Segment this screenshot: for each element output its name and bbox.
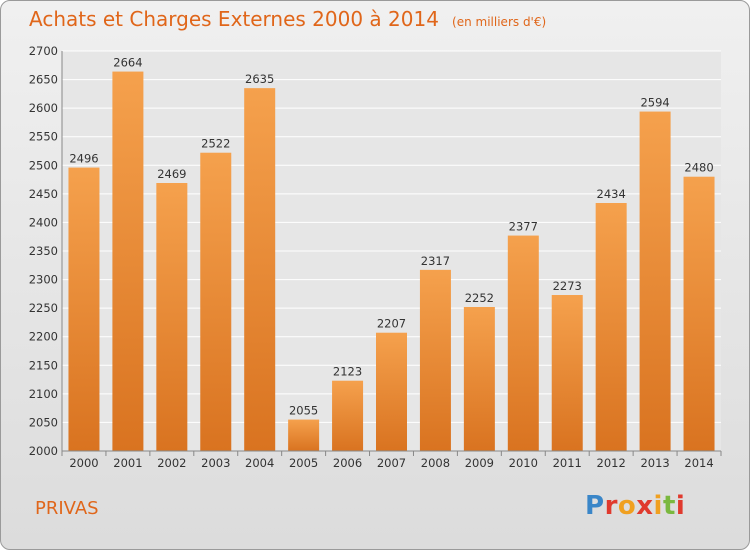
data-label: 2469 xyxy=(157,167,186,181)
y-tick-label: 2150 xyxy=(29,358,58,372)
x-tick-label: 2010 xyxy=(509,456,538,470)
y-tick-label: 2200 xyxy=(29,330,58,344)
bar xyxy=(595,203,627,451)
bar xyxy=(332,380,364,451)
data-label: 2317 xyxy=(421,254,450,268)
y-tick-label: 2100 xyxy=(29,387,58,401)
x-tick-label: 2013 xyxy=(640,456,669,470)
logo-letter: x xyxy=(636,491,654,521)
x-tick-label: 2011 xyxy=(553,456,582,470)
x-tick-label: 2014 xyxy=(684,456,713,470)
logo-letter: r xyxy=(604,491,618,521)
y-tick-label: 2650 xyxy=(29,73,58,87)
y-tick-label: 2450 xyxy=(29,187,58,201)
data-label: 2664 xyxy=(113,56,142,70)
data-label: 2635 xyxy=(245,72,274,86)
x-tick-label: 2006 xyxy=(333,456,362,470)
data-label: 2252 xyxy=(465,291,494,305)
bar xyxy=(244,88,276,452)
logo-letter: t xyxy=(662,491,676,521)
data-label: 2522 xyxy=(201,137,230,151)
data-label: 2480 xyxy=(684,161,713,175)
data-label: 2273 xyxy=(553,279,582,293)
city-name: PRIVAS xyxy=(35,498,99,519)
data-label: 2434 xyxy=(597,187,626,201)
chart-unit: (en milliers d'€) xyxy=(452,15,547,29)
bar xyxy=(112,71,144,452)
data-label: 2594 xyxy=(640,96,669,110)
y-tick-label: 2050 xyxy=(29,415,58,429)
bar xyxy=(419,269,451,451)
data-label: 2207 xyxy=(377,317,406,331)
x-tick-label: 2004 xyxy=(245,456,274,470)
x-tick-label: 2000 xyxy=(69,456,98,470)
logo-letter: o xyxy=(617,491,637,521)
x-tick-label: 2007 xyxy=(377,456,406,470)
y-tick-label: 2700 xyxy=(29,44,58,58)
logo-letter: i xyxy=(653,491,663,521)
data-label: 2496 xyxy=(69,152,98,166)
y-tick-label: 2400 xyxy=(29,215,58,229)
logo-letter: i xyxy=(675,491,686,521)
x-tick-label: 2001 xyxy=(113,456,142,470)
y-tick-label: 2600 xyxy=(29,101,58,115)
bar xyxy=(200,152,232,451)
y-tick-label: 2000 xyxy=(29,444,58,458)
bar xyxy=(376,332,407,451)
bar xyxy=(288,419,320,451)
x-tick-label: 2005 xyxy=(289,456,318,470)
y-tick-label: 2250 xyxy=(29,301,58,315)
x-tick-label: 2003 xyxy=(201,456,230,470)
x-tick-label: 2002 xyxy=(157,456,186,470)
bar xyxy=(68,167,100,452)
bar xyxy=(639,111,671,452)
data-label: 2377 xyxy=(509,220,538,234)
chart-title: Achats et Charges Externes 2000 à 2014 xyxy=(29,7,439,31)
bar xyxy=(463,307,495,451)
x-tick-label: 2009 xyxy=(465,456,494,470)
chart-title-block: Achats et Charges Externes 2000 à 2014 (… xyxy=(29,7,546,31)
bar xyxy=(507,235,539,451)
x-tick-label: 2012 xyxy=(597,456,626,470)
y-tick-label: 2500 xyxy=(29,158,58,172)
x-tick-label: 2008 xyxy=(421,456,450,470)
y-tick-label: 2550 xyxy=(29,130,58,144)
data-label: 2123 xyxy=(333,365,362,379)
bar xyxy=(156,183,188,451)
logo-letter: P xyxy=(585,491,605,521)
bar xyxy=(683,176,715,451)
bar xyxy=(551,295,583,451)
y-tick-label: 2300 xyxy=(29,273,58,287)
y-tick-label: 2350 xyxy=(29,244,58,258)
data-label: 2055 xyxy=(289,404,318,418)
proxiti-logo: Proxiti xyxy=(585,491,685,521)
